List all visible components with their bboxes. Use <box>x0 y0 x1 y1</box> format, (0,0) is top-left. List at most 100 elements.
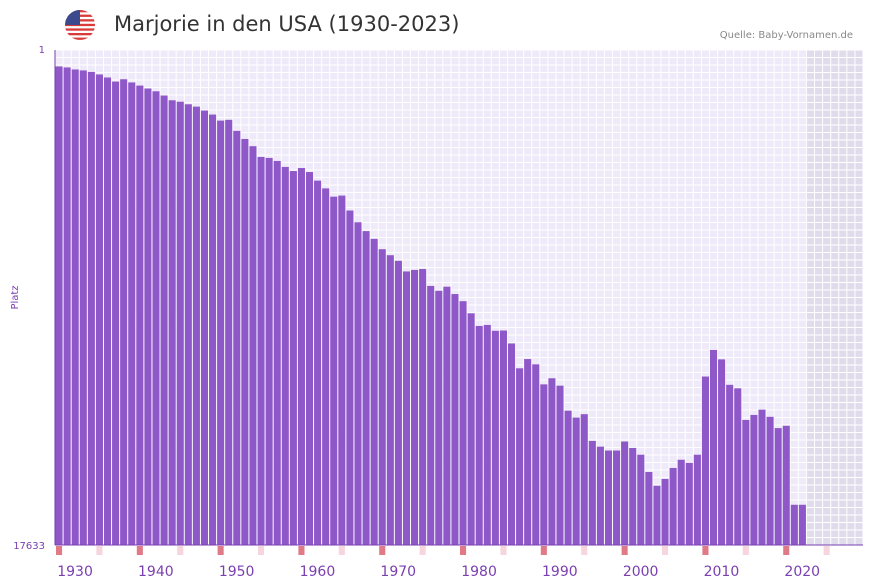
bar <box>669 467 677 545</box>
year-marker <box>217 546 224 555</box>
bar <box>677 459 685 545</box>
year-marker <box>136 546 143 555</box>
year-marker <box>298 546 305 555</box>
year-marker <box>742 546 749 555</box>
bar <box>435 290 443 545</box>
bar <box>217 120 225 545</box>
year-marker <box>823 546 830 555</box>
bar <box>378 249 386 545</box>
bar <box>257 156 265 545</box>
bar <box>701 376 709 545</box>
bar <box>451 294 459 545</box>
year-marker <box>460 546 467 555</box>
year-marker <box>621 546 628 555</box>
year-marker <box>338 546 345 555</box>
x-tick-label: 2020 <box>784 564 820 580</box>
x-tick-label: 1940 <box>138 564 174 580</box>
bar <box>402 271 411 545</box>
bar <box>362 231 370 545</box>
y-tick-label-top: 1 <box>39 45 45 56</box>
bar <box>548 378 556 545</box>
bar <box>128 82 136 545</box>
bar <box>685 462 693 545</box>
x-tick-label: 2010 <box>704 564 740 580</box>
bars <box>55 66 806 546</box>
year-marker <box>419 546 426 555</box>
bar <box>55 66 63 545</box>
bar <box>112 81 120 546</box>
bar <box>411 269 419 545</box>
bar <box>572 417 580 545</box>
bar <box>709 349 718 545</box>
bar <box>176 101 184 546</box>
year-marker <box>540 546 547 555</box>
bar <box>241 138 249 545</box>
bar <box>661 478 669 545</box>
bar <box>144 88 152 546</box>
bar <box>160 95 168 546</box>
bar <box>532 364 540 545</box>
bar <box>427 285 435 545</box>
bar <box>120 79 128 546</box>
y-tick-label-bottom: 17633 <box>13 541 45 552</box>
bar <box>249 146 257 545</box>
bar <box>95 74 103 545</box>
bar <box>499 330 507 545</box>
bar <box>386 255 394 545</box>
bar <box>798 504 806 545</box>
bar <box>103 77 112 545</box>
bar <box>71 69 79 545</box>
bar <box>564 410 572 545</box>
bar <box>580 414 588 545</box>
bar <box>629 447 637 545</box>
bar <box>297 168 305 545</box>
year-marker <box>783 546 790 555</box>
us-flag-icon <box>65 10 95 40</box>
x-tick-label: 2000 <box>623 564 659 580</box>
bar <box>79 70 87 546</box>
bar <box>63 67 71 545</box>
x-tick-label: 1950 <box>219 564 255 580</box>
bar <box>726 384 734 545</box>
year-marker <box>96 546 103 555</box>
bar <box>346 210 354 545</box>
bar <box>168 100 176 545</box>
bar <box>790 504 798 545</box>
x-tick-labels: 1930 1940 1950 1960 1970 1980 1990 2000 2010 2020 <box>57 564 820 580</box>
x-tick-label: 1930 <box>57 564 93 580</box>
year-marker <box>56 546 63 555</box>
bar <box>774 428 782 545</box>
bar <box>718 359 726 545</box>
bar <box>200 110 209 545</box>
bar <box>645 471 653 545</box>
bar <box>483 324 491 545</box>
source-label: Quelle: Baby-Vornamen.de <box>719 30 853 41</box>
bar <box>281 166 289 545</box>
bar <box>491 330 499 545</box>
bar <box>758 409 766 545</box>
bar <box>305 172 314 546</box>
bar <box>338 195 346 545</box>
bar <box>443 286 451 545</box>
year-marker <box>177 546 184 555</box>
year-marker <box>258 546 265 555</box>
bar <box>265 157 273 545</box>
bar <box>766 416 774 545</box>
bar <box>524 359 532 545</box>
bar <box>225 119 233 545</box>
year-marker <box>500 546 507 555</box>
bar <box>653 485 661 545</box>
bar <box>419 269 427 545</box>
bar <box>192 106 200 545</box>
bar <box>459 301 467 545</box>
year-markers <box>56 546 830 555</box>
bar <box>637 454 645 545</box>
bar <box>750 414 758 545</box>
bar <box>516 368 524 545</box>
x-tick-label: 1970 <box>380 564 416 580</box>
gridlines <box>54 49 864 546</box>
bar <box>588 440 596 545</box>
bar <box>330 196 338 545</box>
year-marker <box>702 546 709 555</box>
